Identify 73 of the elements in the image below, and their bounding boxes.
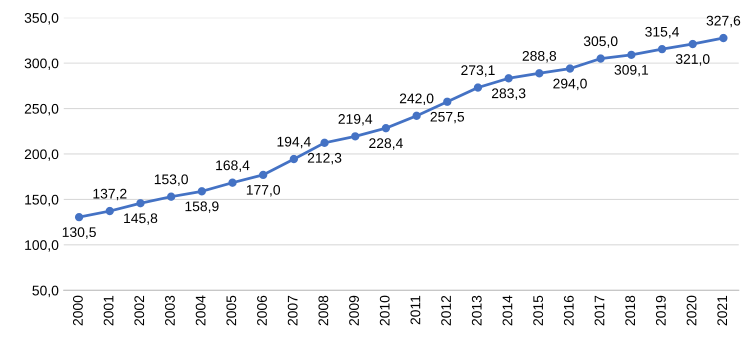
point <box>228 178 237 187</box>
x-tick-label: 2018 <box>625 296 636 326</box>
point <box>198 187 206 196</box>
data-label: 194,4 <box>278 136 311 148</box>
point <box>412 112 421 120</box>
x-tick-label: 2020 <box>686 296 696 326</box>
y-tick-label: 50,0 <box>32 286 58 298</box>
data-label: 327,6 <box>706 16 740 28</box>
x-tick-label: 2004 <box>196 296 206 326</box>
x-tick-label: 2011 <box>410 296 420 324</box>
data-label: 168,4 <box>216 160 250 172</box>
point <box>382 124 390 132</box>
y-tick-label: 350,0 <box>24 13 58 25</box>
point <box>290 154 298 164</box>
y-tick-label: 150,0 <box>25 194 58 206</box>
data-label: 257,5 <box>430 112 464 124</box>
x-tick-label: 2007 <box>288 296 298 326</box>
point <box>259 170 268 180</box>
point <box>443 98 452 106</box>
x-tick-label: 2003 <box>165 296 175 326</box>
data-label: 219,4 <box>338 114 372 126</box>
x-tick-label: 2014 <box>502 296 512 326</box>
data-label: 273,1 <box>461 65 495 77</box>
point <box>596 54 605 63</box>
y-tick-label: 300,0 <box>24 58 58 70</box>
x-tick-label: 2016 <box>564 296 574 326</box>
data-label: 294,0 <box>553 78 587 90</box>
x-tick-label: 2015 <box>533 296 544 326</box>
point <box>566 64 574 73</box>
x-tick-label: 2012 <box>441 296 451 326</box>
data-label: 283,3 <box>492 88 526 100</box>
data-label: 158,9 <box>186 201 219 213</box>
point <box>658 44 666 54</box>
data-label: 212,3 <box>308 152 342 164</box>
x-tick-label: 2001 <box>104 296 114 326</box>
data-label: 242,0 <box>400 94 434 105</box>
point <box>74 212 84 222</box>
point <box>719 34 728 42</box>
point <box>166 192 176 201</box>
data-label: 145,8 <box>124 213 158 225</box>
point <box>136 199 145 208</box>
point <box>627 50 636 60</box>
point <box>106 206 114 216</box>
x-tick-label: 2005 <box>226 296 236 326</box>
data-label: 228,4 <box>369 138 403 150</box>
data-label: 321,0 <box>676 54 710 66</box>
point <box>504 74 513 82</box>
data-label: 315,4 <box>645 26 680 38</box>
data-label: 177,0 <box>246 184 280 196</box>
x-tick-label: 2013 <box>472 296 482 326</box>
data-label: 137,2 <box>93 188 126 200</box>
point <box>688 40 697 48</box>
data-label: 305,0 <box>584 36 618 48</box>
x-tick-label: 2017 <box>594 296 604 326</box>
x-tick-label: 2002 <box>134 296 144 326</box>
x-tick-label: 2008 <box>318 296 328 326</box>
point <box>474 83 482 92</box>
y-tick-label: 100,0 <box>25 240 58 252</box>
point <box>351 132 360 141</box>
x-tick-label: 2000 <box>72 296 83 326</box>
data-label: 288,8 <box>522 51 556 62</box>
data-label: 309,1 <box>614 64 648 76</box>
point <box>535 69 544 78</box>
point <box>320 138 329 147</box>
data-label: 153,0 <box>154 174 188 186</box>
x-tick-label: 2019 <box>656 296 666 326</box>
data-label: 130,5 <box>62 227 96 239</box>
y-tick-label: 200,0 <box>24 149 58 161</box>
x-tick-label: 2009 <box>349 296 359 326</box>
x-tick-label: 2010 <box>380 296 390 326</box>
y-tick-label: 250,0 <box>24 104 58 116</box>
x-tick-label: 2021 <box>717 296 728 326</box>
x-tick-label: 2006 <box>257 296 267 326</box>
